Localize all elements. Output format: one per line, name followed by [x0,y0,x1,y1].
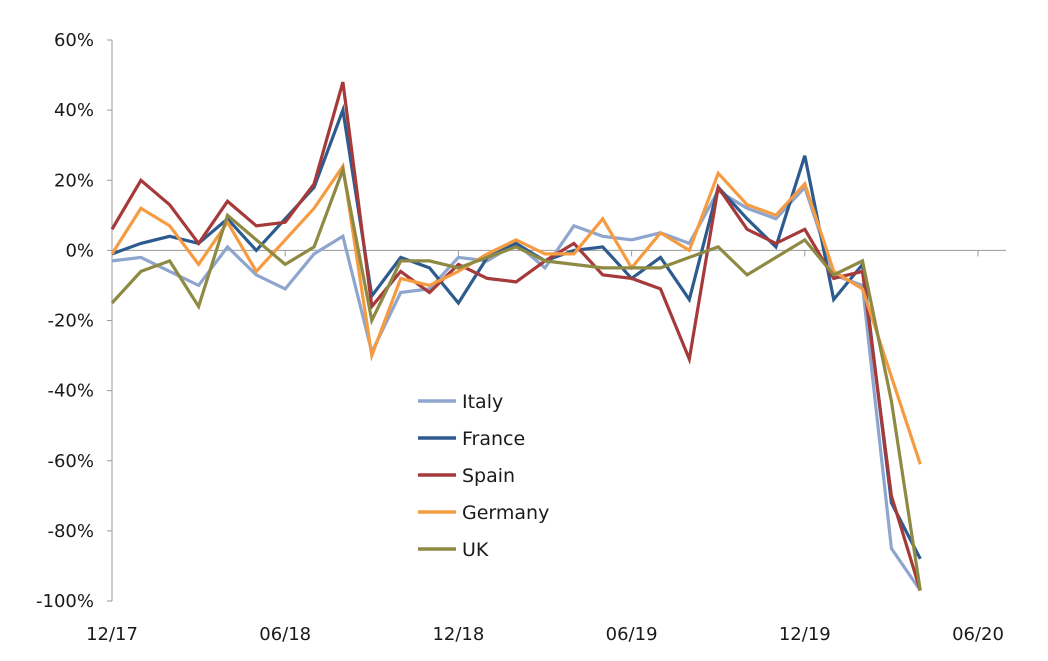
legend-label-italy: Italy [462,391,503,413]
series-line-uk [110,163,922,591]
legend-label-spain: Spain [462,465,515,487]
y-axis: 60% 40% 20% 0% -20% -40% -60% -80% -100% [36,30,113,612]
x-tick-label: 06/18 [259,624,311,645]
y-tick-label: -40% [47,381,94,402]
series-line-germany [110,161,922,465]
legend-label-germany: Germany [462,502,549,524]
y-tick-label: -80% [47,521,94,542]
series-lines [110,81,922,592]
x-tick-label: 06/20 [952,624,1004,645]
y-tick-label: -20% [47,311,94,332]
x-tick-label: 12/18 [432,624,484,645]
y-tick-label: -100% [36,591,94,612]
y-tick-label: 60% [54,30,94,51]
series-line-france [111,103,922,560]
y-tick-label: 20% [54,170,94,191]
x-tick-label: 12/17 [86,624,138,645]
legend-label-uk: UK [462,539,489,561]
legend-label-france: France [462,428,525,450]
y-tick-label: -60% [47,451,94,472]
y-tick-label: 0% [65,240,94,261]
x-tick-label: 06/19 [606,624,658,645]
legend: Italy France Spain Germany UK [418,391,549,561]
x-axis: 12/17 06/18 12/18 06/19 12/19 06/20 [86,249,1006,645]
series-line-spain [110,81,922,591]
x-tick-label: 12/19 [779,624,831,645]
y-tick-label: 40% [54,100,94,121]
